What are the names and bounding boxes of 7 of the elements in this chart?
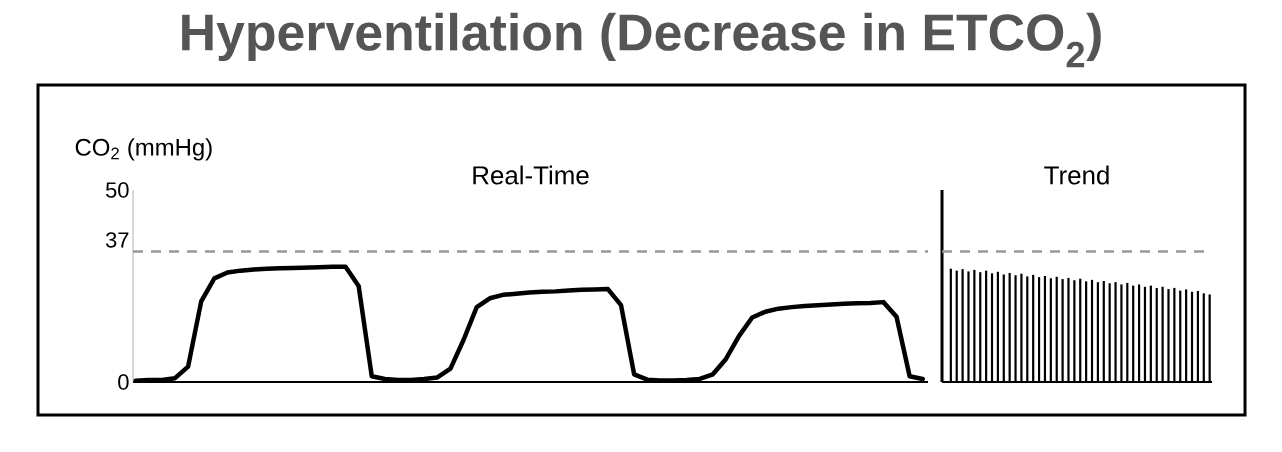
y-tick-label: 0	[118, 374, 129, 390]
y-axis-title: CO$_{2}$ (mmHg)	[75, 138, 212, 161]
chart-title: Hyperventilation (Decrease in ETCO$_{2}$)	[182, 12, 1101, 68]
y-tick-label: 50	[105, 182, 129, 198]
chart-title: Trend	[1044, 165, 1109, 185]
chart-subtitle: Real-Time	[473, 165, 589, 185]
y-tick-label: 37	[105, 232, 129, 248]
